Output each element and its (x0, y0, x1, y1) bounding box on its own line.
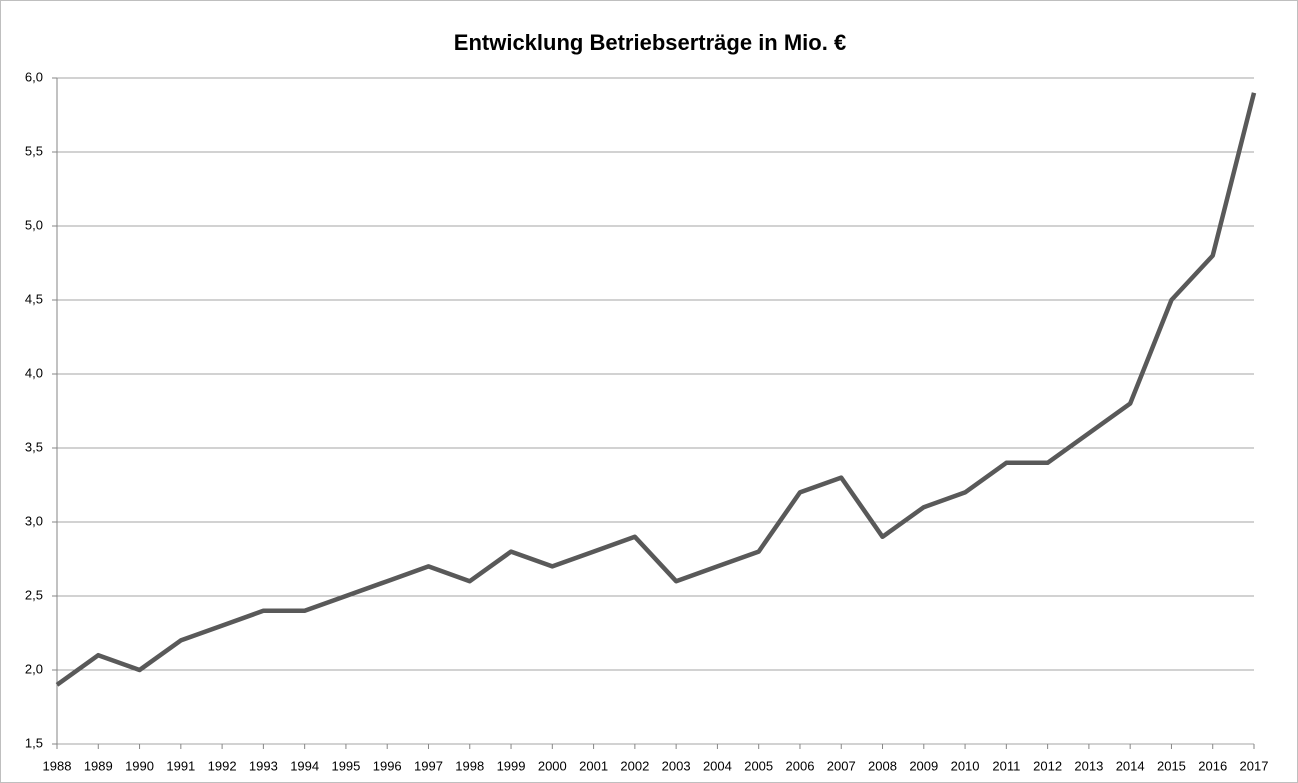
x-tick-label: 1998 (455, 758, 484, 773)
y-tick-label: 5,0 (25, 217, 43, 232)
y-tick-label: 2,5 (25, 587, 43, 602)
y-tick-label: 4,5 (25, 291, 43, 306)
x-tick-label: 2009 (909, 758, 938, 773)
x-tick-label: 1999 (497, 758, 526, 773)
x-tick-label: 2003 (662, 758, 691, 773)
y-tick-label: 2,0 (25, 661, 43, 676)
x-tick-label: 1989 (84, 758, 113, 773)
x-tick-label: 1997 (414, 758, 443, 773)
x-tick-label: 1988 (43, 758, 72, 773)
x-tick-label: 2001 (579, 758, 608, 773)
data-line (55, 92, 1257, 687)
x-tick-label: 1992 (208, 758, 237, 773)
y-tick-label: 5,5 (25, 143, 43, 158)
y-tick-label: 6,0 (25, 69, 43, 84)
x-tick-label: 2011 (992, 758, 1020, 773)
x-tick-label: 2012 (1033, 758, 1062, 773)
x-tick-label: 2017 (1240, 758, 1269, 773)
x-tick-label: 2014 (1116, 758, 1145, 773)
x-tick-label: 1993 (249, 758, 278, 773)
x-tick-label: 2010 (951, 758, 980, 773)
x-tick-label: 2004 (703, 758, 732, 773)
x-tick-label: 2015 (1157, 758, 1186, 773)
chart-title: Entwicklung Betriebserträge in Mio. € (454, 30, 846, 55)
x-tick-label: 1991 (166, 758, 195, 773)
y-tick-label: 3,5 (25, 439, 43, 454)
x-tick-label: 2002 (620, 758, 649, 773)
x-tick-label: 1996 (373, 758, 402, 773)
x-tick-label: 2007 (827, 758, 856, 773)
x-tick-label: 1994 (290, 758, 319, 773)
y-tick-label: 1,5 (25, 735, 43, 750)
x-tick-label: 2006 (786, 758, 815, 773)
x-tick-label: 2005 (744, 758, 773, 773)
x-tick-label: 2013 (1074, 758, 1103, 773)
x-tick-label: 1995 (331, 758, 360, 773)
x-tick-label: 2000 (538, 758, 567, 773)
y-tick-label: 4,0 (25, 365, 43, 380)
y-tick-label: 3,0 (25, 513, 43, 528)
x-tick-label: 1990 (125, 758, 154, 773)
x-tick-label: 2016 (1198, 758, 1227, 773)
x-tick-label: 2008 (868, 758, 897, 773)
